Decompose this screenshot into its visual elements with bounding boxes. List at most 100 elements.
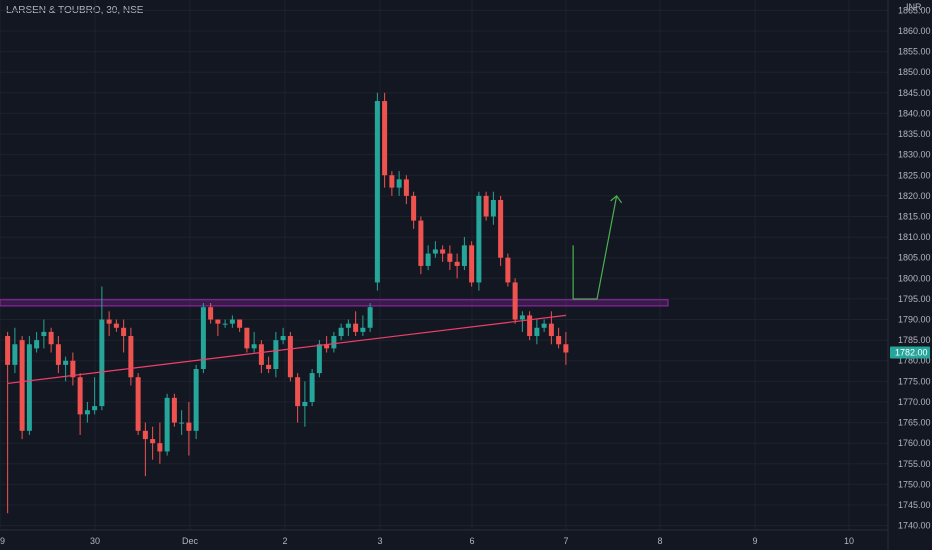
y-tick-label: 1755.00 [898, 459, 931, 469]
candle-body [26, 344, 32, 431]
x-tick-label: 8 [657, 536, 662, 546]
y-tick-label: 1760.00 [898, 438, 931, 448]
candle-body [287, 336, 293, 378]
currency-label: INR [906, 2, 922, 12]
x-tick-label: 7 [563, 536, 568, 546]
candle-body [5, 336, 11, 365]
y-tick-label: 1810.00 [898, 232, 931, 242]
candle-body [157, 443, 163, 452]
y-tick-label: 1740.00 [898, 521, 931, 531]
candle-body [164, 397, 170, 452]
candle-body [563, 344, 569, 353]
arrow-head [610, 194, 623, 204]
resistance-zone [0, 299, 669, 307]
y-tick-label: 1745.00 [898, 500, 931, 510]
candle-body [411, 195, 417, 221]
candle-body [498, 199, 504, 258]
candle-body [316, 344, 322, 374]
candle-body [418, 220, 424, 266]
projection-arrow[interactable] [572, 195, 618, 300]
candle-body [331, 336, 337, 349]
candle-body [374, 101, 380, 283]
y-tick-label: 1865.00 [898, 5, 931, 15]
y-tick-label: 1815.00 [898, 211, 931, 221]
candle-body [454, 261, 460, 266]
candle-body [92, 406, 98, 411]
y-tick-label: 1800.00 [898, 273, 931, 283]
candle-body [135, 377, 141, 431]
candle-body [48, 331, 54, 345]
y-tick-label: 1850.00 [898, 67, 931, 77]
y-tick-label: 1855.00 [898, 47, 931, 57]
y-tick-label: 1765.00 [898, 418, 931, 428]
candle-body [302, 401, 308, 407]
candle-body [77, 377, 83, 415]
candle-body [251, 344, 257, 349]
candle-body [222, 323, 228, 325]
candle-body [12, 344, 18, 365]
y-tick-label: 1830.00 [898, 150, 931, 160]
y-tick-label: 1775.00 [898, 376, 931, 386]
x-tick-label: 29 [0, 536, 5, 546]
candle-body [200, 307, 206, 369]
y-tick-label: 1825.00 [898, 170, 931, 180]
candle-body [266, 364, 272, 369]
y-tick-label: 1795.00 [898, 294, 931, 304]
candle-body [382, 101, 388, 176]
candle-body [490, 199, 496, 217]
trendline[interactable] [7, 314, 566, 385]
candle-body [55, 344, 61, 365]
y-tick-label: 1770.00 [898, 397, 931, 407]
candle-body [367, 307, 373, 328]
y-tick-label: 1790.00 [898, 315, 931, 325]
candle-body [353, 323, 359, 332]
candle-body [186, 422, 192, 431]
candle-body [505, 257, 511, 283]
candle-body [171, 397, 177, 423]
x-tick-label: Dec [182, 536, 199, 546]
y-tick-label: 1840.00 [898, 108, 931, 118]
y-tick-label: 1785.00 [898, 335, 931, 345]
y-tick-label: 1835.00 [898, 129, 931, 139]
candle-body [396, 179, 402, 188]
candle-body [512, 282, 518, 320]
last-price-label: 1782.00 [895, 348, 928, 358]
candle-body [345, 323, 351, 328]
y-tick-label: 1750.00 [898, 479, 931, 489]
candle-body [440, 249, 446, 254]
y-tick-label: 1805.00 [898, 253, 931, 263]
candle-body [34, 340, 40, 349]
candle-body [237, 319, 243, 328]
candle-body [19, 340, 25, 431]
candle-body [208, 307, 214, 320]
candle-body [41, 331, 47, 337]
candle-body [338, 327, 344, 337]
candle-body [106, 319, 112, 324]
candle-body [215, 319, 221, 324]
candle-body [142, 430, 148, 440]
candle-body [461, 245, 467, 266]
candle-body [548, 323, 554, 337]
candle-body [360, 327, 366, 332]
y-tick-label: 1845.00 [898, 88, 931, 98]
candle-body [389, 175, 395, 188]
x-tick-label: 3 [377, 536, 382, 546]
candle-body [273, 340, 279, 369]
candle-body [84, 410, 90, 415]
candle-body [70, 360, 76, 378]
candle-body [534, 327, 540, 337]
candle-body [541, 323, 547, 328]
candle-body [447, 253, 453, 262]
candle-body [193, 368, 199, 431]
last-price-tag [890, 346, 930, 359]
x-tick-label: 6 [469, 536, 474, 546]
candle-body [309, 373, 315, 402]
candle-body [483, 195, 489, 217]
candle-body [280, 336, 286, 341]
candle-body [150, 439, 156, 444]
candle-body [519, 315, 525, 320]
candle-body [556, 336, 562, 345]
candle-body [324, 344, 330, 349]
y-tick-label: 1820.00 [898, 191, 931, 201]
